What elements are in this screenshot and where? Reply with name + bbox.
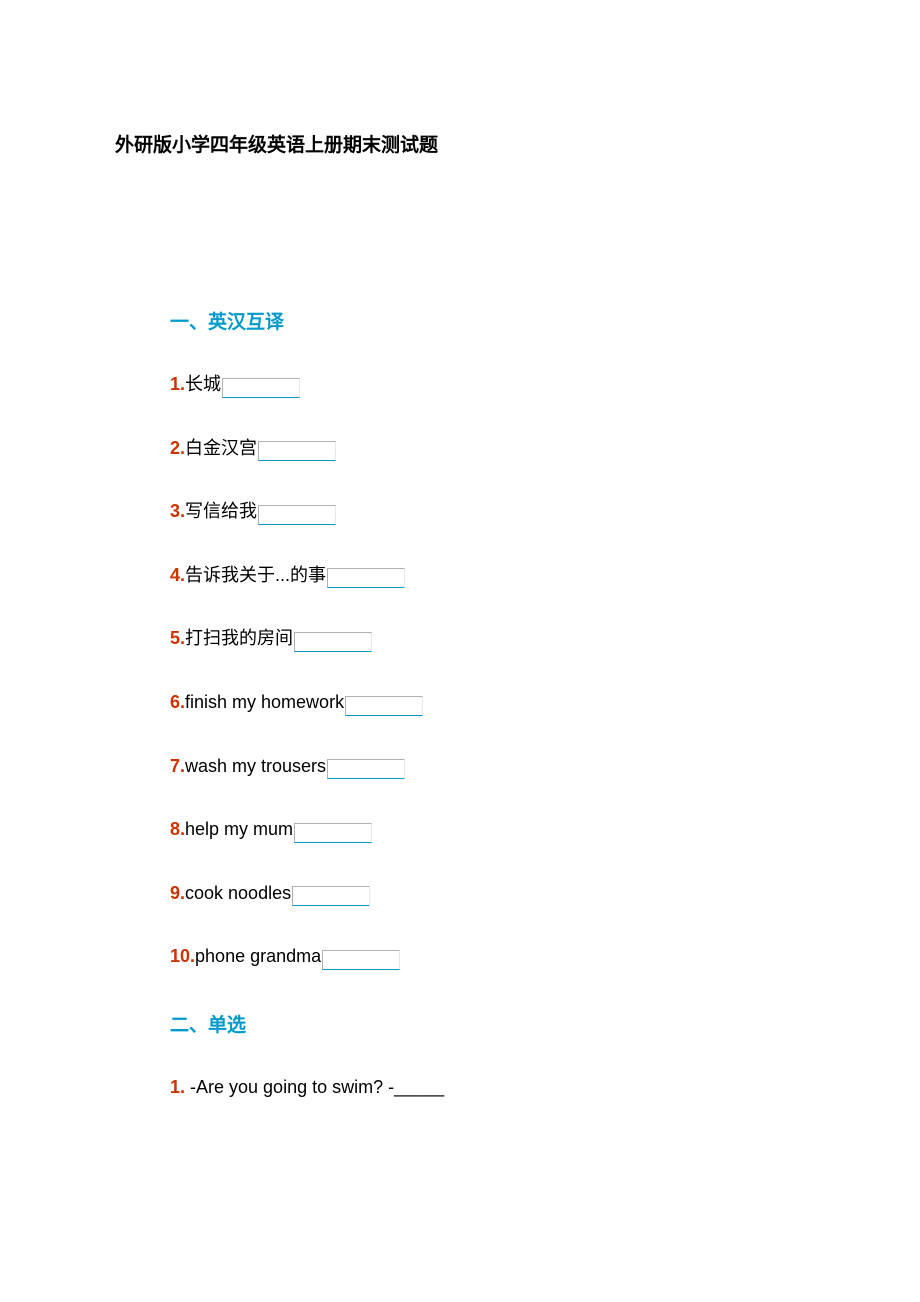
question-text: wash my trousers bbox=[185, 756, 326, 778]
answer-input[interactable] bbox=[327, 568, 405, 588]
question-number: 6. bbox=[170, 692, 185, 714]
question-text: phone grandma bbox=[195, 946, 321, 968]
answer-input[interactable] bbox=[327, 759, 405, 779]
question-row: 10.phone grandma bbox=[170, 946, 805, 968]
question-number: 10. bbox=[170, 946, 195, 968]
question-text: 告诉我关于...的事 bbox=[185, 565, 326, 587]
question-text: finish my homework bbox=[185, 692, 344, 714]
question-text: -Are you going to swim? -_____ bbox=[185, 1077, 444, 1097]
question-row: 1.长城 bbox=[170, 374, 805, 396]
question-text: 长城 bbox=[185, 374, 221, 396]
question-text: cook noodles bbox=[185, 883, 291, 905]
question-number: 1. bbox=[170, 1077, 185, 1097]
answer-input[interactable] bbox=[258, 441, 336, 461]
question-row: 4.告诉我关于...的事 bbox=[170, 565, 805, 587]
question-row: 6.finish my homework bbox=[170, 692, 805, 714]
page-title: 外研版小学四年级英语上册期末测试题 bbox=[115, 130, 805, 157]
question-row: 2.白金汉宫 bbox=[170, 438, 805, 460]
question-row: 8.help my mum bbox=[170, 819, 805, 841]
question-text: 打扫我的房间 bbox=[185, 628, 293, 650]
section-heading-2: 二、单选 bbox=[170, 1010, 805, 1037]
answer-input[interactable] bbox=[258, 505, 336, 525]
mc-question-row: 1. -Are you going to swim? -_____ bbox=[170, 1077, 805, 1098]
question-row: 5.打扫我的房间 bbox=[170, 628, 805, 650]
question-row: 7.wash my trousers bbox=[170, 756, 805, 778]
question-number: 9. bbox=[170, 883, 185, 905]
question-number: 4. bbox=[170, 565, 185, 587]
question-number: 3. bbox=[170, 501, 185, 523]
question-number: 8. bbox=[170, 819, 185, 841]
question-text: help my mum bbox=[185, 819, 293, 841]
question-row: 9.cook noodles bbox=[170, 883, 805, 905]
answer-input[interactable] bbox=[222, 378, 300, 398]
question-number: 5. bbox=[170, 628, 185, 650]
answer-input[interactable] bbox=[322, 950, 400, 970]
answer-input[interactable] bbox=[294, 823, 372, 843]
question-row: 3.写信给我 bbox=[170, 501, 805, 523]
answer-input[interactable] bbox=[294, 632, 372, 652]
section-heading-1: 一、英汉互译 bbox=[170, 307, 805, 334]
question-text: 白金汉宫 bbox=[185, 438, 257, 460]
answer-input[interactable] bbox=[345, 696, 423, 716]
question-number: 1. bbox=[170, 374, 185, 396]
answer-input[interactable] bbox=[292, 886, 370, 906]
question-number: 7. bbox=[170, 756, 185, 778]
question-text: 写信给我 bbox=[185, 501, 257, 523]
question-number: 2. bbox=[170, 438, 185, 460]
